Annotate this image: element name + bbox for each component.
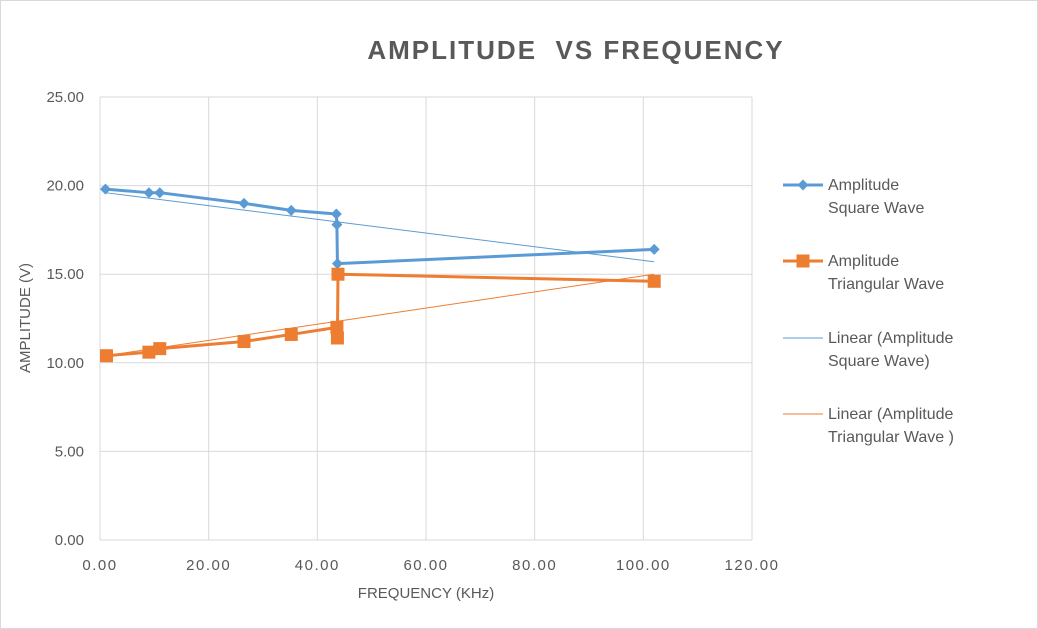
chart-title: AMPLITUDE VS FREQUENCY	[367, 35, 784, 65]
data-series	[99, 183, 661, 363]
legend: Amplitude Square Wave Amplitude Triangular …	[783, 177, 954, 446]
grid	[99, 96, 753, 541]
x-tick-label: 40.00	[295, 557, 340, 574]
data-point-square	[331, 258, 343, 270]
x-tick-label: 60.00	[403, 557, 448, 574]
legend-label: Linear (Amplitude	[828, 330, 954, 347]
legend-label: Amplitude	[828, 177, 899, 194]
legend-label: Triangular Wave )	[828, 429, 954, 446]
data-point-triangular	[100, 349, 114, 363]
x-axis-ticks: 0.00 20.00 40.00 60.00 80.00 100.00 120.00	[82, 557, 780, 574]
x-tick-label: 100.00	[616, 557, 671, 574]
y-tick-label: 15.00	[46, 266, 84, 283]
y-tick-label: 5.00	[55, 443, 84, 460]
legend-swatch-marker	[796, 254, 810, 268]
x-tick-label: 20.00	[186, 557, 231, 574]
data-point-triangular	[284, 327, 298, 341]
data-point-square	[330, 208, 342, 220]
data-point-triangular	[237, 335, 251, 349]
x-axis-label: FREQUENCY (KHz)	[358, 585, 494, 602]
data-point-triangular	[331, 267, 345, 281]
legend-label: Square Wave	[828, 200, 924, 217]
data-point-square	[648, 243, 660, 255]
data-point-square	[154, 187, 166, 199]
y-tick-label: 20.00	[46, 178, 84, 195]
legend-label: Square Wave)	[828, 353, 930, 370]
y-tick-label: 10.00	[46, 355, 84, 372]
x-tick-label: 0.00	[82, 557, 117, 574]
y-tick-label: 25.00	[46, 89, 84, 106]
legend-label: Amplitude	[828, 253, 899, 270]
trendline-square	[105, 192, 655, 263]
data-point-square	[331, 219, 343, 231]
data-point-square	[143, 187, 155, 199]
data-point-triangular	[647, 274, 661, 288]
data-point-square	[285, 204, 297, 216]
trendlines	[105, 192, 655, 357]
series-line-square	[105, 187, 655, 266]
legend-label: Linear (Amplitude	[828, 406, 954, 423]
x-tick-label: 120.00	[725, 557, 780, 574]
data-point-triangular	[153, 342, 167, 356]
y-axis-label: AMPLITUDE (V)	[17, 263, 34, 373]
data-point-square	[238, 197, 250, 209]
trendline-triangular	[105, 273, 655, 357]
legend-label: Triangular Wave	[828, 276, 944, 293]
y-tick-label: 0.00	[55, 532, 84, 549]
data-point-triangular	[142, 345, 156, 359]
data-point-triangular	[330, 320, 344, 334]
legend-swatch-marker	[797, 179, 809, 191]
y-axis-ticks: 0.00 5.00 10.00 15.00 20.00 25.00	[46, 89, 84, 549]
x-tick-label: 80.00	[512, 557, 557, 574]
data-point-triangular	[330, 331, 344, 345]
data-point-square	[99, 183, 111, 195]
